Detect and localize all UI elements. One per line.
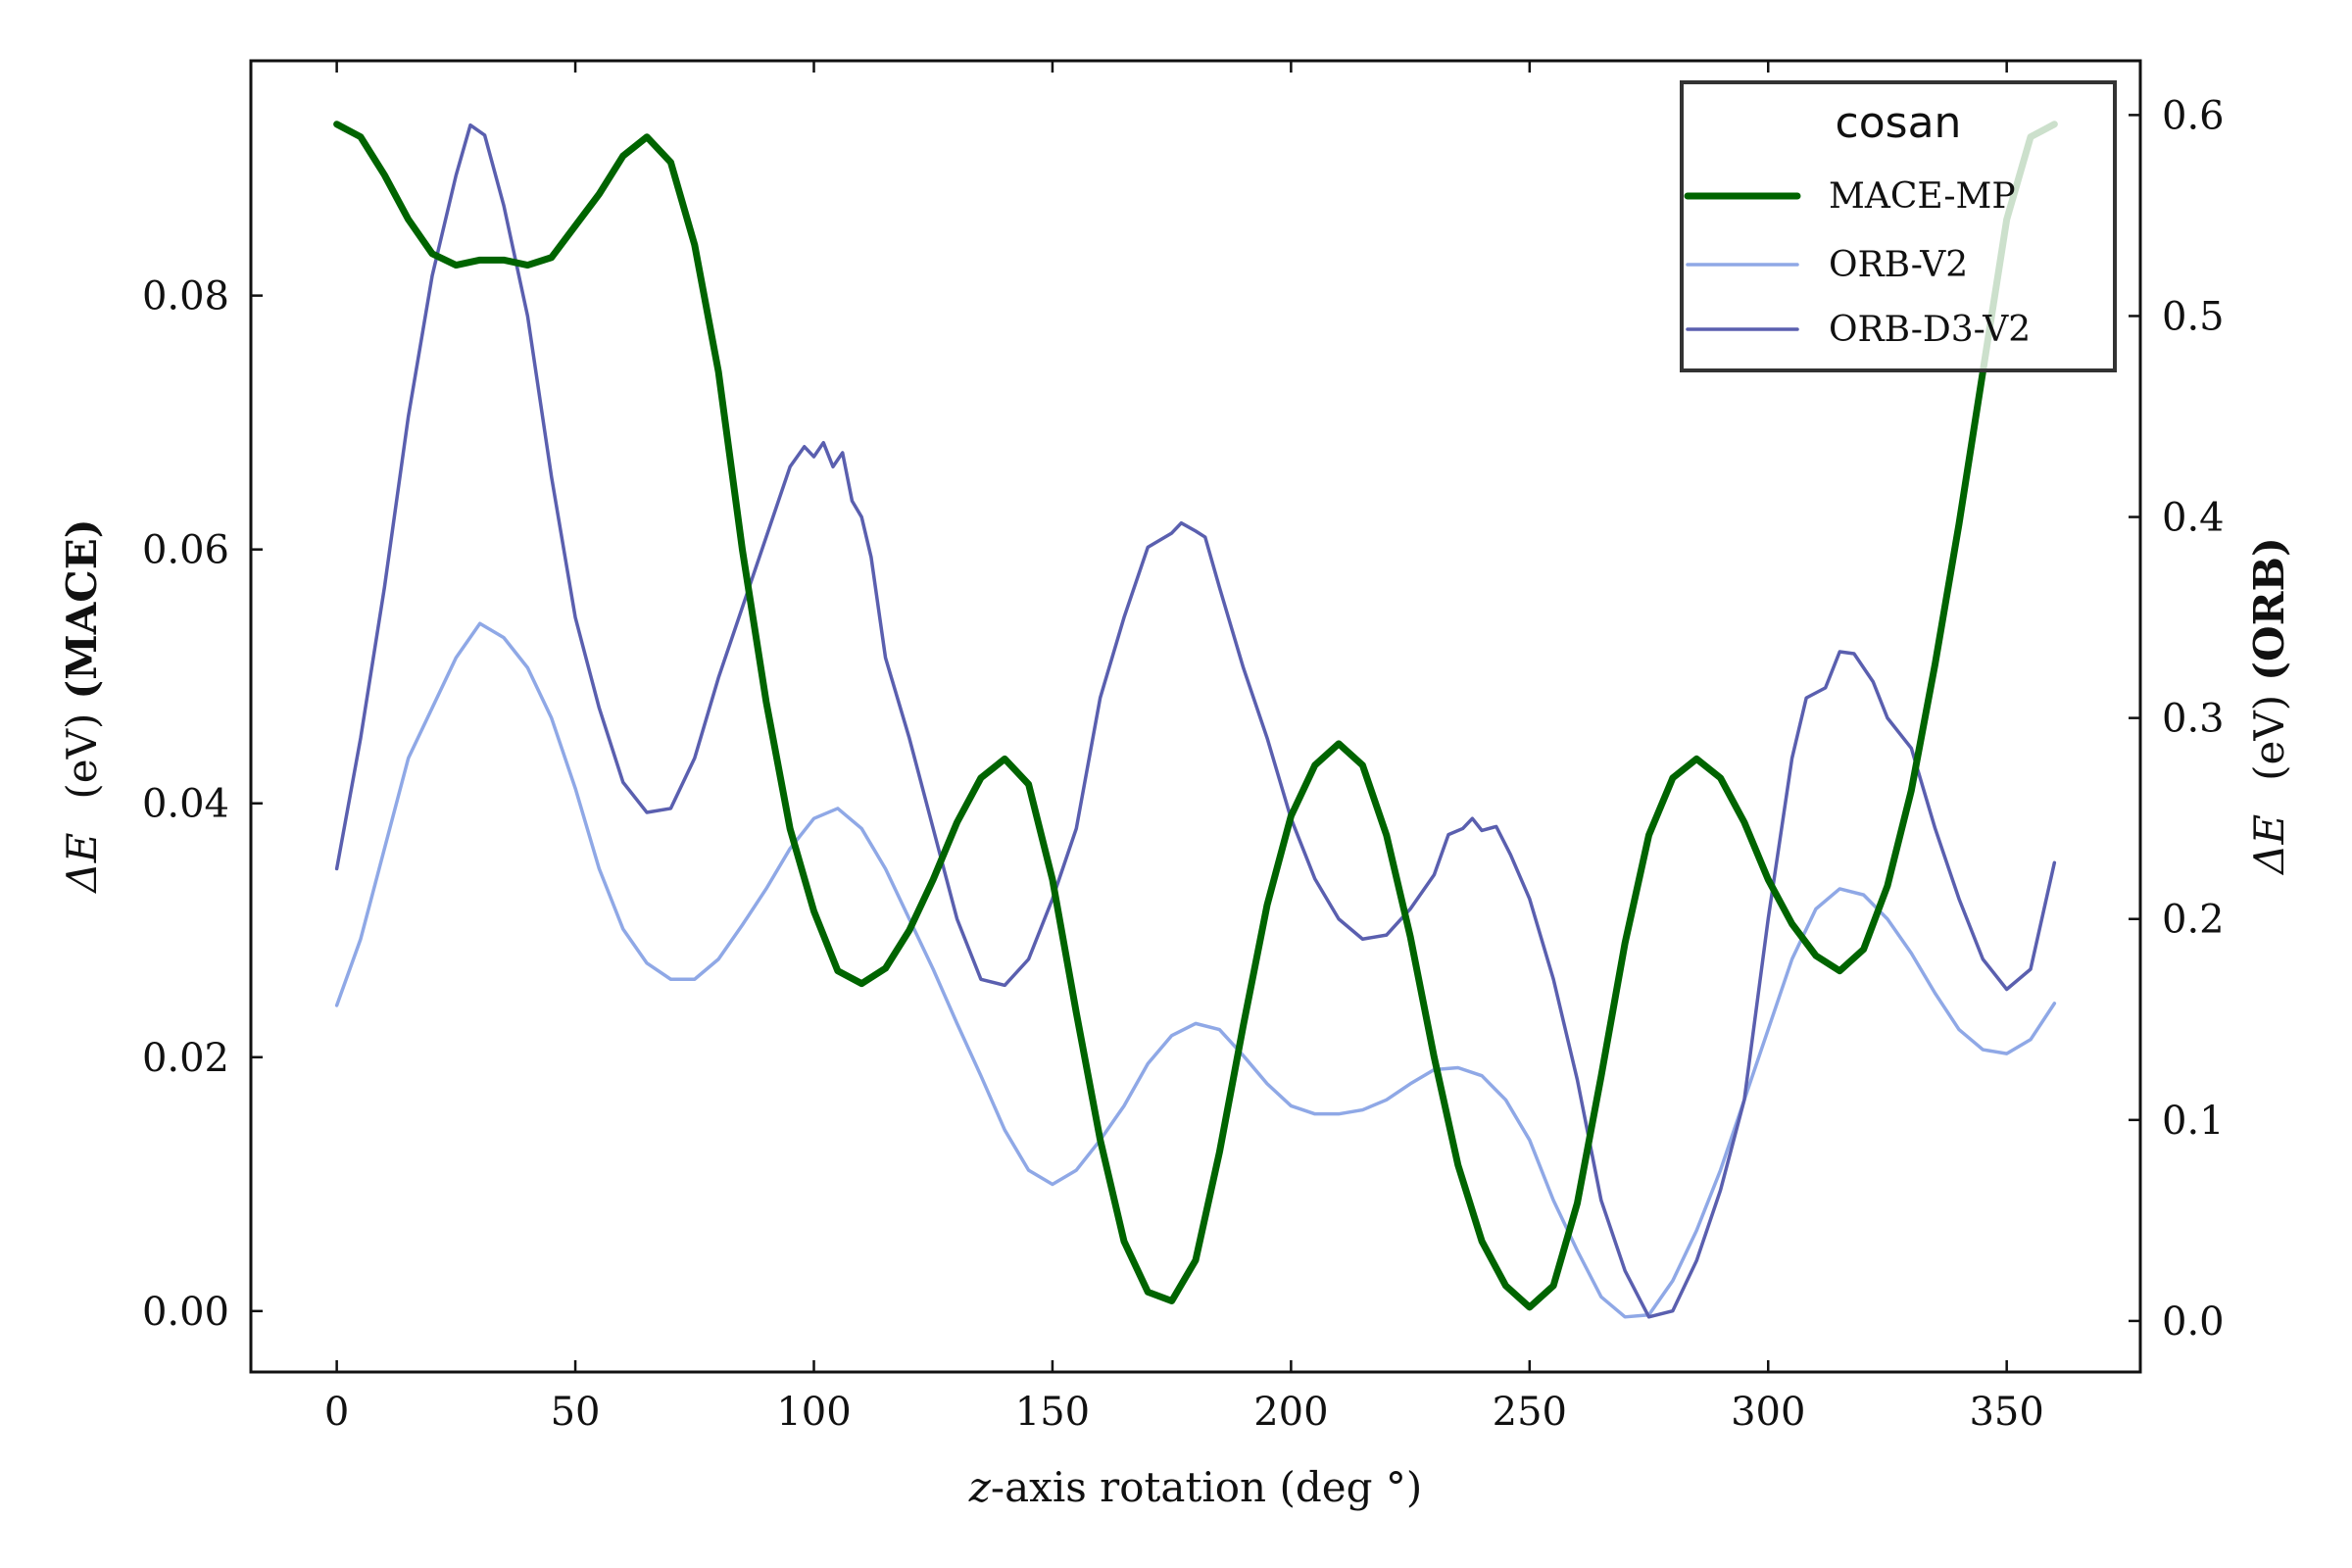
x-tick-label: 250 — [1493, 1390, 1567, 1435]
x-tick-label: 100 — [776, 1390, 851, 1435]
left-y-axis-label-delta: ΔE — [58, 833, 106, 895]
legend-label-orb-d3-v2: ORB-D3-V2 — [1829, 310, 2031, 350]
left-y-tick-label: 0.04 — [142, 782, 229, 827]
x-axis-label-italic: z — [968, 1463, 992, 1511]
series-layer — [333, 121, 2058, 1319]
x-tick-label: 200 — [1253, 1390, 1328, 1435]
right-y-axis-label-unit: (eV) — [2245, 695, 2293, 781]
plot-frame — [249, 59, 2142, 1374]
right-y-tick-label: 0.0 — [2162, 1299, 2225, 1345]
left-y-tick-label: 0.08 — [142, 274, 229, 319]
left-y-axis-ticks: 0.00 0.02 0.04 0.06 0.08 — [142, 274, 263, 1335]
x-tick-label: 0 — [324, 1390, 349, 1435]
left-y-tick-label: 0.06 — [142, 528, 229, 573]
left-y-axis-label: ΔE (eV) (MACE) — [58, 518, 106, 894]
legend-label-orb-v2: ORB-V2 — [1829, 245, 1968, 285]
right-y-tick-label: 0.5 — [2162, 294, 2225, 339]
right-y-tick-label: 0.6 — [2162, 93, 2225, 138]
right-y-axis-label-tag: (ORB) — [2245, 537, 2293, 681]
legend: cosan MACE-MP ORB-V2 ORB-D3-V2 — [1680, 80, 2117, 372]
left-y-tick-label: 0.00 — [142, 1290, 229, 1335]
right-y-axis-label: ΔE (eV) (ORB) — [2245, 537, 2293, 876]
x-tick-label: 300 — [1731, 1390, 1805, 1435]
left-y-axis-label-unit: (eV) — [58, 713, 106, 800]
x-axis-ticks: 0 50 100 150 200 250 300 350 — [324, 61, 2044, 1435]
legend-box — [1680, 80, 2117, 372]
right-y-tick-label: 0.4 — [2162, 496, 2225, 541]
series-line-mace-mp — [333, 121, 2058, 1311]
legend-title: cosan — [1836, 98, 1962, 148]
series-line-orb-d3-v2 — [334, 122, 2057, 1319]
right-y-tick-label: 0.1 — [2162, 1099, 2225, 1144]
series-line-orb-v2 — [334, 621, 2057, 1319]
left-y-axis-label-tag: (MACE) — [58, 518, 106, 699]
left-y-tick-label: 0.02 — [142, 1036, 229, 1081]
right-y-axis-ticks: 0.0 0.1 0.2 0.3 0.4 0.5 0.6 — [2129, 93, 2225, 1345]
x-tick-label: 150 — [1015, 1390, 1090, 1435]
x-tick-label: 50 — [551, 1390, 601, 1435]
x-axis-label-rest: -axis rotation (deg °) — [991, 1463, 1422, 1511]
right-y-tick-label: 0.3 — [2162, 697, 2225, 742]
legend-label-mace-mp: MACE-MP — [1829, 176, 2016, 217]
x-axis-label: z-axis rotation (deg °) — [968, 1463, 1422, 1511]
right-y-axis-label-delta: ΔE — [2245, 814, 2293, 876]
right-y-tick-label: 0.2 — [2162, 898, 2225, 943]
x-tick-label: 350 — [1969, 1390, 2043, 1435]
